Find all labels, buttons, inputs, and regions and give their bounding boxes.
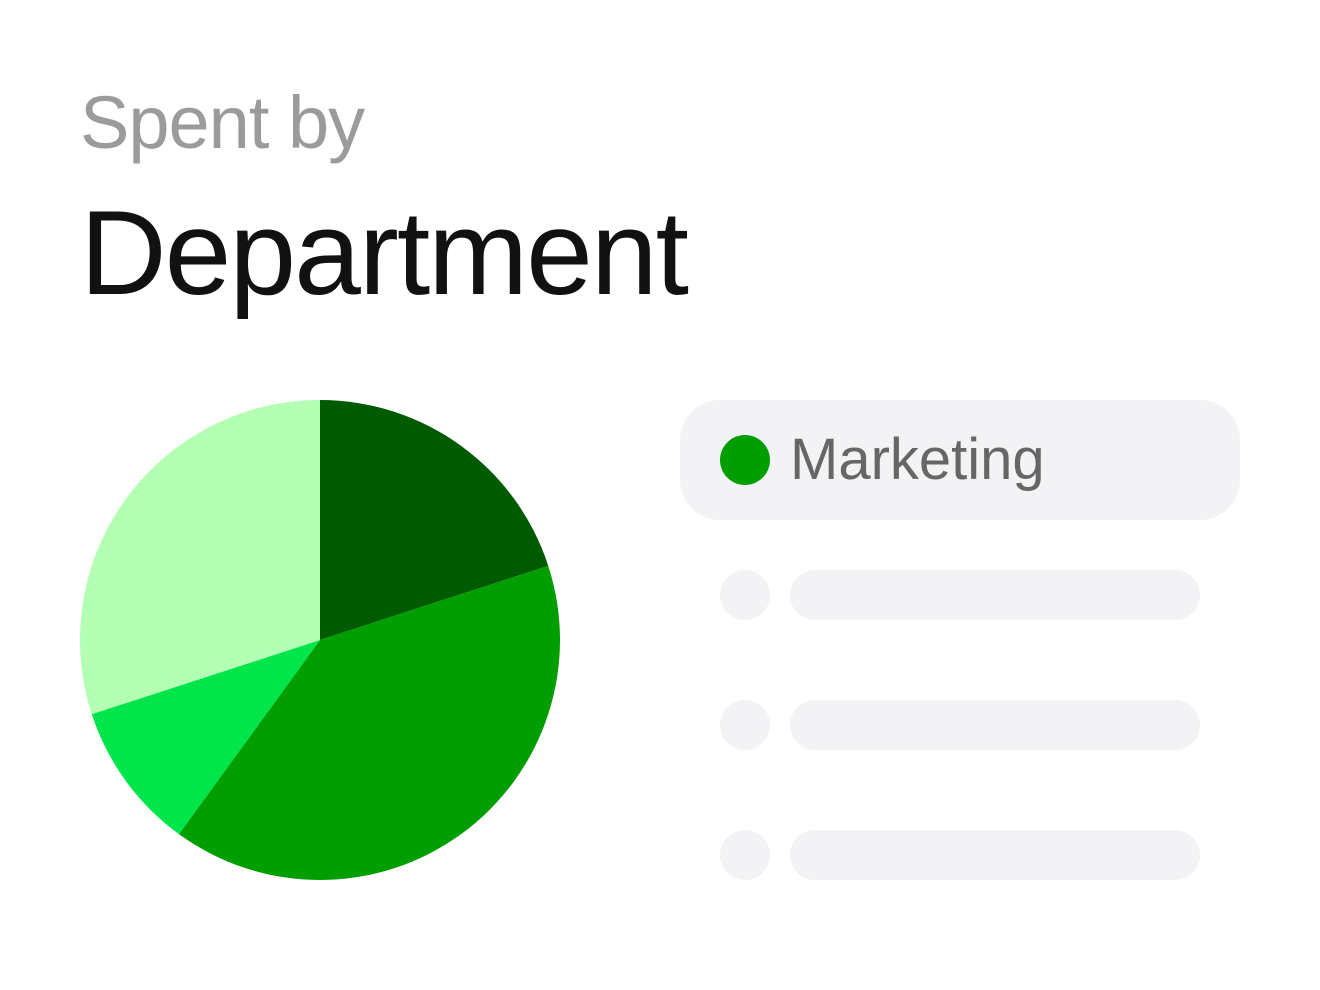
department-pie-chart [80, 400, 560, 880]
chart-title: Department [80, 186, 689, 320]
legend-item-placeholder [680, 700, 1240, 750]
legend-item-placeholder [680, 570, 1240, 620]
legend-label-placeholder [790, 830, 1200, 880]
legend-dot-placeholder [720, 830, 770, 880]
legend-dot-placeholder [720, 570, 770, 620]
legend-color-dot [720, 435, 770, 485]
legend-item-label: Marketing [790, 427, 1045, 492]
pie-slice-4[interactable] [80, 400, 320, 715]
legend-item-marketing[interactable]: Marketing [680, 400, 1240, 520]
pie-slice-3[interactable] [91, 640, 321, 835]
legend-item-placeholder [680, 830, 1240, 880]
legend-label-placeholder [790, 700, 1200, 750]
legend-label-placeholder [790, 570, 1200, 620]
pie-slice-1[interactable] [320, 400, 549, 640]
chart-subtitle: Spent by [80, 81, 365, 164]
legend-dot-placeholder [720, 700, 770, 750]
pie-slice-2[interactable] [178, 565, 560, 880]
